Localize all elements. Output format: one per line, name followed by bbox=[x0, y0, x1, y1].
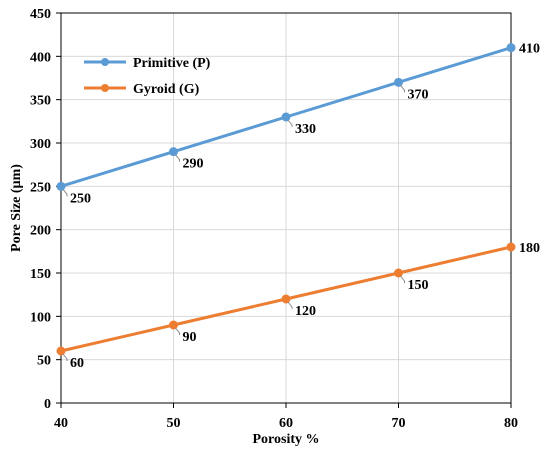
data-label: 290 bbox=[183, 157, 204, 172]
legend-label: Primitive (P) bbox=[133, 56, 211, 71]
data-point bbox=[169, 320, 178, 330]
legend: Primitive (P) Gyroid (G) bbox=[84, 56, 211, 97]
y-tick-label: 100 bbox=[30, 310, 51, 325]
data-label: 330 bbox=[295, 122, 316, 137]
x-tick-label: 50 bbox=[167, 416, 181, 431]
data-point bbox=[394, 77, 403, 87]
label-leader bbox=[62, 189, 68, 197]
legend-swatch-marker bbox=[101, 84, 109, 92]
label-leader bbox=[287, 119, 293, 127]
data-point bbox=[169, 147, 178, 157]
y-tick-label: 350 bbox=[30, 94, 51, 109]
data-point bbox=[281, 112, 291, 122]
x-axis-title: Porosity % bbox=[252, 432, 319, 447]
legend-label: Gyroid (G) bbox=[133, 82, 200, 97]
label-leader bbox=[175, 327, 180, 335]
y-tick-label: 50 bbox=[37, 354, 51, 369]
label-leader bbox=[175, 154, 180, 162]
data-label: 370 bbox=[408, 87, 429, 102]
axis-ticks: 0 50 100 150 200 250 300 350 400 450 40 50 60 70 80 bbox=[30, 7, 518, 431]
data-point bbox=[506, 242, 516, 252]
label-leader bbox=[62, 353, 68, 361]
grid-lines bbox=[60, 12, 512, 404]
x-tick-label: 70 bbox=[392, 416, 406, 431]
x-tick-label: 60 bbox=[279, 416, 293, 431]
x-tick-label: 40 bbox=[54, 416, 68, 431]
legend-swatch-marker bbox=[101, 58, 109, 66]
series-layer bbox=[56, 43, 516, 356]
label-leader bbox=[400, 275, 405, 283]
data-point bbox=[56, 181, 66, 191]
data-label: 250 bbox=[70, 191, 91, 206]
x-tick-label: 80 bbox=[504, 416, 518, 431]
y-tick-label: 400 bbox=[30, 50, 51, 65]
y-tick-label: 250 bbox=[30, 180, 51, 195]
data-labels: 250 290 330 370 410 60 90 120 150 180 bbox=[62, 42, 540, 371]
y-tick-label: 200 bbox=[30, 224, 51, 239]
data-label: 150 bbox=[408, 278, 429, 293]
data-label: 410 bbox=[519, 42, 540, 57]
label-leader bbox=[287, 301, 293, 309]
data-label: 90 bbox=[183, 330, 197, 345]
data-point bbox=[56, 346, 66, 356]
data-point bbox=[281, 294, 291, 304]
y-tick-label: 450 bbox=[30, 7, 51, 22]
label-leader bbox=[400, 85, 405, 93]
data-label: 180 bbox=[519, 241, 540, 256]
y-tick-label: 150 bbox=[30, 267, 51, 282]
data-point bbox=[506, 43, 516, 53]
y-tick-label: 0 bbox=[44, 397, 51, 412]
data-label: 120 bbox=[295, 304, 316, 319]
data-label: 60 bbox=[70, 356, 84, 371]
y-axis-title: Pore Size (µm) bbox=[9, 164, 24, 252]
data-point bbox=[394, 268, 403, 278]
y-tick-label: 300 bbox=[30, 137, 51, 152]
